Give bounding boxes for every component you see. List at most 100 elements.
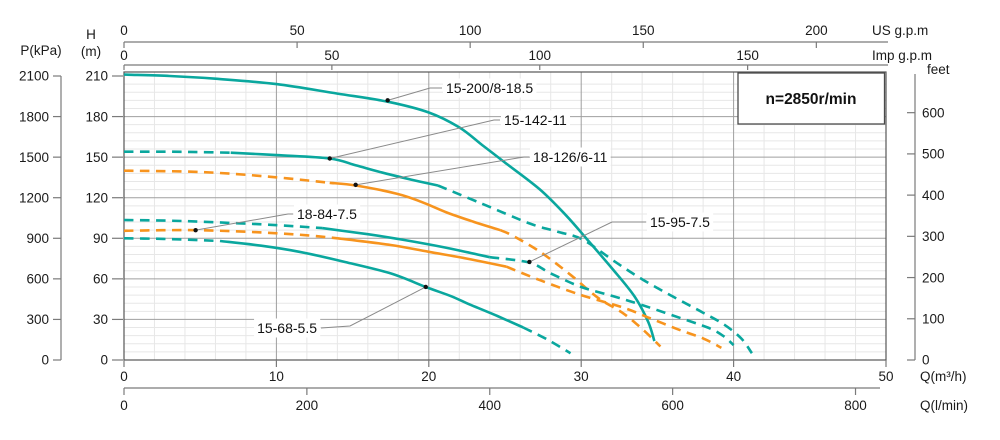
m3h-axis-label: Q(m³/h): [920, 369, 967, 384]
plot-frame: [123, 71, 887, 361]
m3h-tick-label: 50: [878, 369, 893, 384]
head-m-axis-label: H: [86, 27, 96, 42]
curve-label-dot: [353, 182, 358, 188]
us-gpm-tick-label: 50: [290, 23, 305, 38]
curve-15-200/8-18.5: [123, 73, 656, 342]
imp-gpm-tick-label: 150: [736, 48, 759, 63]
axis-feet: 600 500 400 300 200 100 0 feet: [907, 62, 950, 368]
curve-18-126/6-11: [123, 169, 662, 348]
series-label-18-126/6-11: 18-126/6-11: [530, 147, 611, 167]
curve-segment-solid: [230, 151, 439, 187]
feet-tick-label: 600: [922, 105, 945, 120]
kpa-tick-label: 600: [26, 272, 49, 287]
curve-label-dot: [327, 156, 332, 161]
curve-15-142-11: [124, 150, 753, 354]
axis-kpa: 2100 1800 1500 1200 900 600 300 0 P(kPa): [19, 43, 62, 368]
imp-gpm-tick-label: 50: [324, 48, 339, 63]
m3h-tick-label: 30: [574, 369, 589, 384]
series-labels: 15-200/8-18.5 15-142-11 18-126/6-11 18-84-7…: [254, 78, 714, 338]
curve-segment-dashed: [437, 184, 753, 354]
series-label-15-200/8-18.5: 15-200/8-18.5: [443, 78, 537, 98]
leader-line: [329, 119, 500, 159]
kpa-tick-label: 1200: [19, 190, 49, 205]
leader-line: [195, 213, 293, 231]
kpa-tick-label: 300: [26, 312, 49, 327]
head-m-tick-label: 30: [93, 312, 108, 327]
leader-line: [355, 156, 529, 186]
leader-line: [529, 221, 646, 263]
axes: 0 50 100 150 200 US g.p.m0 50 100 150 Imp g.p.m21…: [19, 23, 968, 413]
head-m-tick-label: 150: [85, 150, 108, 165]
lmin-axis-label: Q(l/min): [920, 398, 968, 413]
curve-segment-dashed: [522, 326, 572, 355]
series-label-text: 15-200/8-18.5: [446, 80, 533, 96]
feet-tick-label: 100: [922, 311, 945, 326]
imp-gpm-axis-label: Imp g.p.m: [872, 48, 932, 63]
series-label-bg: [647, 212, 714, 232]
series-label-15-68-5.5: 15-68-5.5: [254, 318, 321, 338]
curve-label-dot: [385, 98, 390, 103]
us-gpm-tick-label: 200: [805, 23, 828, 38]
curve-label-dot: [423, 284, 428, 290]
curve-segment-dashed: [124, 150, 231, 154]
curve-15-95-7.5: [123, 218, 735, 347]
head-m-tick-label: 90: [93, 231, 108, 246]
label-leaders: [193, 87, 646, 329]
m3h-tick-label: 20: [421, 369, 436, 384]
speed-annotation-text: n=2850r/min: [766, 91, 857, 108]
head-m-tick-label: 210: [85, 69, 108, 84]
kpa-axis-label: P(kPa): [20, 43, 61, 58]
kpa-tick-label: 1500: [19, 150, 49, 165]
m3h-tick-label: 10: [269, 369, 284, 384]
kpa-tick-label: 900: [26, 231, 49, 246]
lmin-tick-label: 600: [661, 398, 684, 413]
curve-segment-dashed: [123, 169, 330, 185]
head-m-axis-unit: (m): [81, 44, 101, 59]
axis-m3h: 0 10 20 30 40 50 Q(m³/h): [120, 360, 967, 384]
series-label-text: 15-142-11: [504, 112, 567, 128]
curves: [123, 73, 753, 355]
lmin-tick-label: 200: [296, 398, 319, 413]
series-label-18-84-7.5: 18-84-7.5: [294, 204, 361, 224]
curve-label-dot: [527, 259, 532, 265]
curve-segment-dashed: [123, 237, 221, 243]
head-m-tick-label: 60: [93, 272, 108, 287]
kpa-tick-label: 1800: [19, 109, 49, 124]
leader-line: [387, 87, 442, 101]
us-gpm-tick-label: 100: [459, 23, 482, 38]
m3h-tick-label: 0: [120, 369, 128, 384]
series-label-text: 15-68-5.5: [257, 320, 317, 336]
series-label-text: 18-126/6-11: [533, 149, 608, 165]
curve-segment-solid: [219, 239, 524, 329]
axis-lmin: 0 200 400 600 800 Q(l/min): [120, 387, 968, 413]
series-label-bg: [530, 147, 611, 167]
us-gpm-tick-label: 150: [632, 23, 655, 38]
curve-segment-dashed: [489, 255, 735, 347]
feet-tick-label: 500: [922, 147, 945, 162]
series-label-15-142-11: 15-142-11: [501, 110, 571, 130]
curve-segment-solid: [123, 73, 656, 342]
lmin-tick-label: 800: [844, 398, 867, 413]
us-gpm-axis-label: US g.p.m: [872, 23, 928, 38]
feet-tick-label: 400: [922, 188, 945, 203]
series-label-15-95-7.5: 15-95-7.5: [647, 212, 714, 232]
feet-tick-label: 200: [922, 270, 945, 285]
axis-imp-gpm: 0 50 100 150 Imp g.p.m: [120, 48, 932, 70]
axis-us-gpm: 0 50 100 150 200 US g.p.m: [120, 23, 928, 48]
head-m-tick-label: 180: [85, 109, 108, 124]
curve-segment-solid: [337, 237, 507, 268]
speed-annotation-box: n=2850r/min: [737, 72, 886, 125]
curve-segment-solid: [321, 226, 491, 259]
head-m-tick-label: 120: [85, 190, 108, 205]
curve-segment-dashed: [506, 265, 722, 349]
imp-gpm-tick-label: 100: [528, 48, 551, 63]
curve-label-dot: [193, 227, 198, 233]
feet-axis-label: feet: [927, 62, 950, 77]
series-label-text: 18-84-7.5: [297, 206, 357, 222]
axis-head-m: 210 180 150 120 90 60 30 0 H (m): [81, 27, 123, 368]
lmin-tick-label: 400: [478, 398, 501, 413]
m3h-tick-label: 40: [726, 369, 741, 384]
series-label-bg: [501, 110, 571, 130]
leader-line: [320, 286, 426, 329]
